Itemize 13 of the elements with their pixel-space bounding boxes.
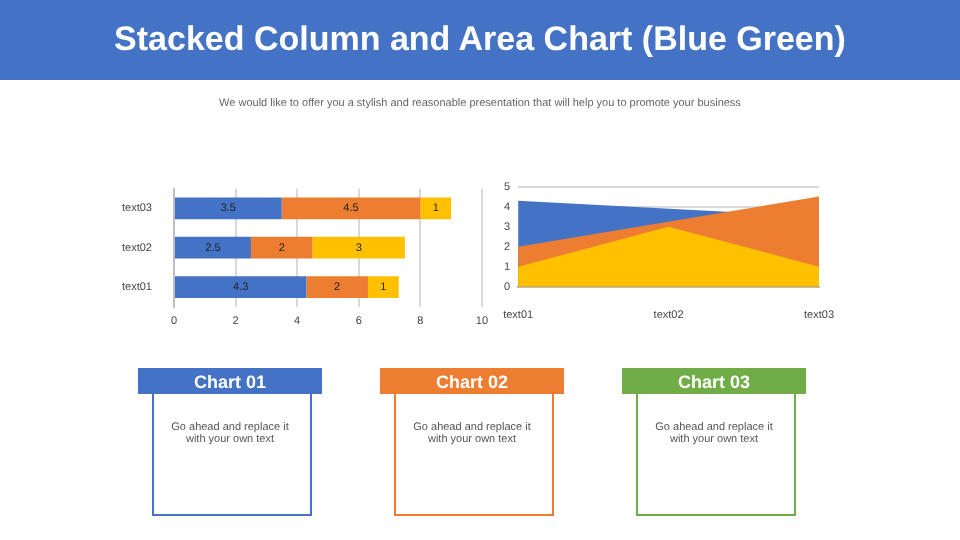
bar [367, 276, 399, 298]
text: Stacked Column and Area Chart (Blue Green) [0, 0, 960, 80]
bar [420, 197, 452, 220]
caption: Chart 02 [380, 368, 564, 394]
bar [174, 276, 307, 298]
bar [250, 236, 313, 259]
bar [174, 197, 282, 220]
caption: Chart 03 [622, 368, 806, 394]
bar [281, 197, 421, 220]
caption: Chart 01 [138, 368, 322, 394]
bar [306, 276, 368, 298]
bar [312, 236, 405, 259]
bar [174, 236, 251, 259]
